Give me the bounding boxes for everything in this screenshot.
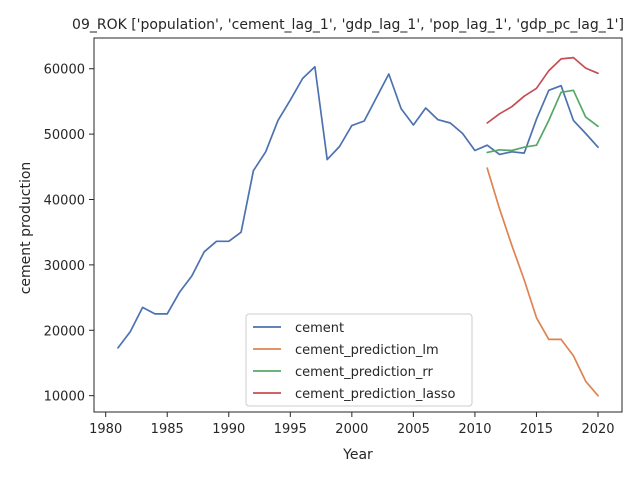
series-line-cement [117, 65, 599, 349]
plot-lines [117, 56, 599, 397]
x-tick-label: 1990 [212, 422, 245, 437]
legend: cement cement_prediction_lm cement_predict… [245, 313, 473, 407]
x-tick-label: 1980 [89, 422, 122, 437]
series-line-cement-prediction-rr [486, 89, 599, 154]
legend-label: cement_prediction_lm [295, 343, 439, 358]
legend-label: cement_prediction_rr [295, 365, 433, 380]
x-tick-label: 2000 [335, 422, 368, 437]
y-tick-label: 20000 [44, 324, 85, 339]
y-tick-label: 30000 [44, 259, 85, 274]
x-axis-label: Year [342, 447, 373, 463]
x-tick-label: 2005 [397, 422, 430, 437]
series-line-cement-prediction-lasso [486, 56, 599, 124]
legend-label: cement [295, 321, 344, 336]
y-tick-label: 40000 [44, 194, 85, 209]
x-tick-label: 2015 [520, 422, 553, 437]
chart-title: 09_ROK ['population', 'cement_lag_1', 'g… [72, 17, 624, 33]
x-tick-label: 1995 [274, 422, 307, 437]
series-line-cement-prediction-lm [486, 167, 599, 397]
legend-label: cement_prediction_lasso [295, 387, 455, 402]
y-tick-label: 50000 [44, 128, 85, 143]
y-tick-label: 60000 [44, 63, 85, 78]
y-axis-label: cement production [18, 162, 34, 295]
x-tick-label: 2020 [581, 422, 614, 437]
x-tick-label: 1985 [151, 422, 184, 437]
y-axis: 10000 20000 30000 40000 50000 60000 [44, 63, 94, 405]
y-tick-label: 10000 [44, 390, 85, 405]
legend-box [245, 313, 473, 407]
x-axis: 1980 1985 1990 1995 2000 2005 2010 2015 2020 [89, 412, 615, 437]
x-tick-label: 2010 [458, 422, 491, 437]
plot-frame [93, 37, 623, 413]
